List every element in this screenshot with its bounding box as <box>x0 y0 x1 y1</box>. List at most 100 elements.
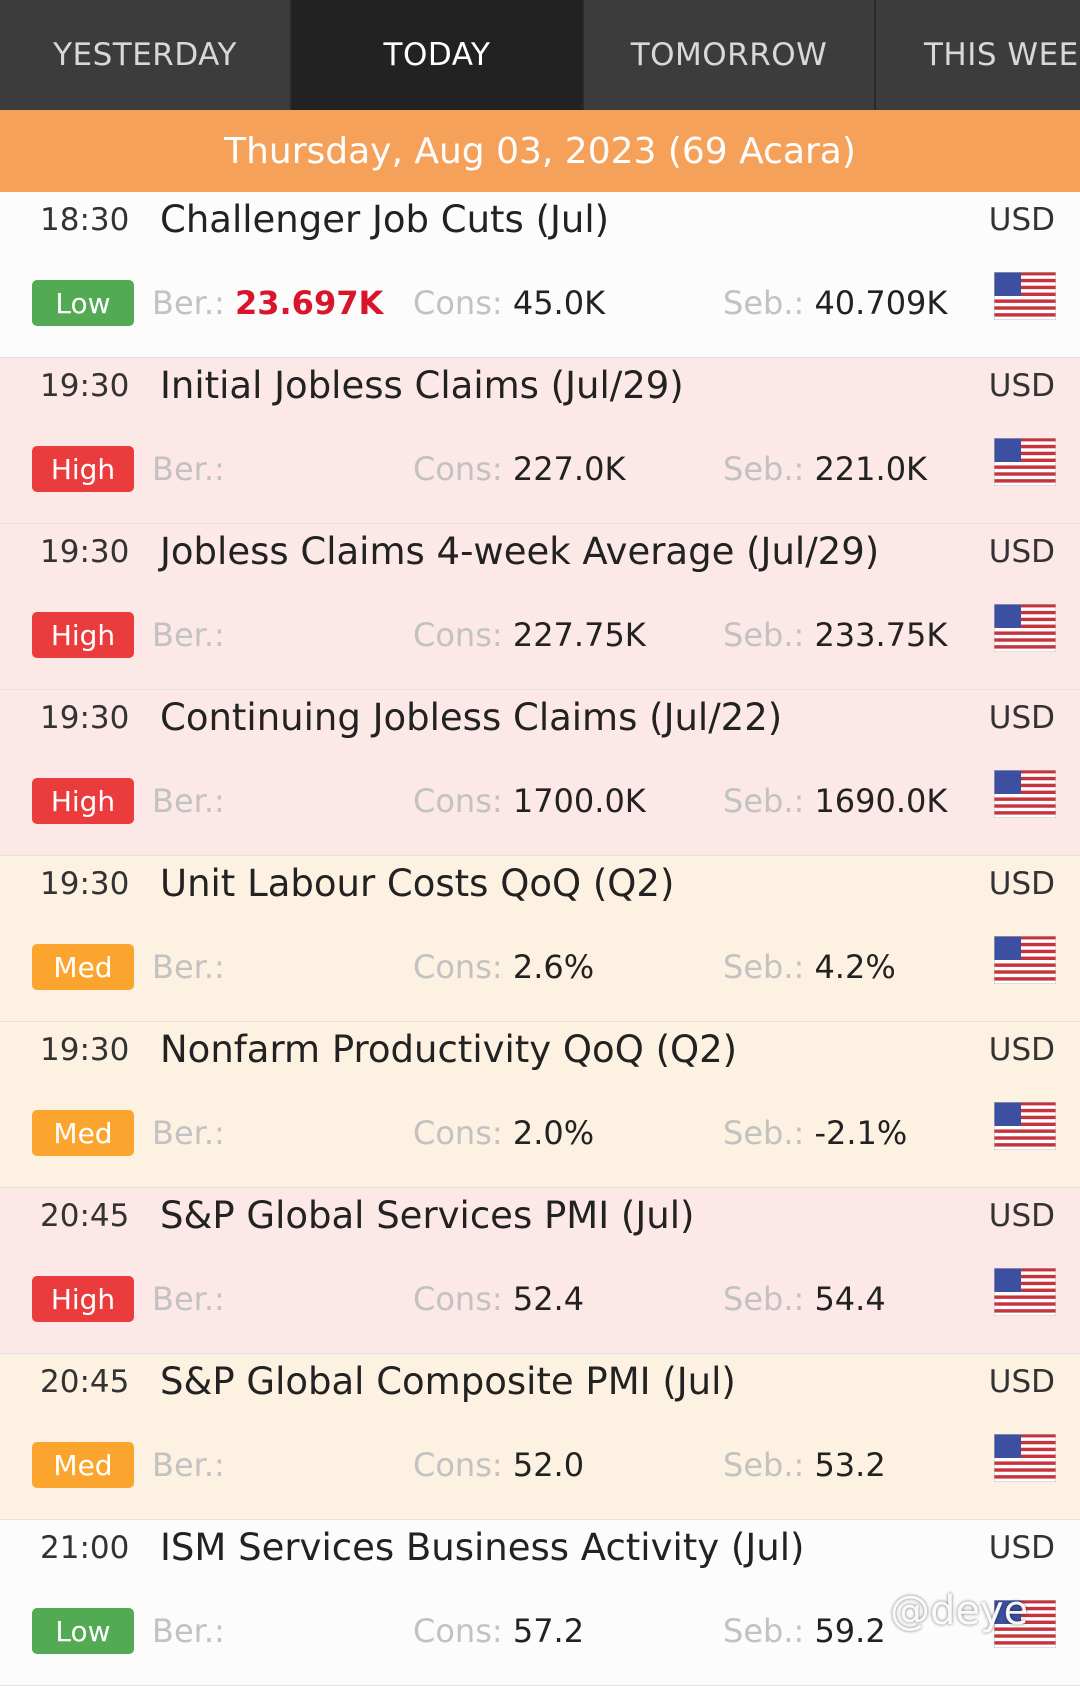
previous-label: Seb.: <box>723 782 805 820</box>
event-title: Continuing Jobless Claims (Jul/22) <box>160 696 783 739</box>
impact-badge: High <box>32 612 134 658</box>
impact-badge: High <box>32 778 134 824</box>
consensus-label: Cons: <box>413 1114 503 1152</box>
consensus-label: Cons: <box>413 284 503 322</box>
previous-field: Seb.: 233.75K <box>723 616 947 654</box>
consensus-label: Cons: <box>413 782 503 820</box>
consensus-field: Cons: 227.75K <box>413 616 646 654</box>
event-currency: USD <box>988 1032 1055 1068</box>
actual-field: Ber.: <box>152 782 225 820</box>
consensus-label: Cons: <box>413 948 503 986</box>
previous-field: Seb.: 53.2 <box>723 1446 886 1484</box>
event-time: 18:30 <box>40 202 130 238</box>
us-flag-icon <box>993 437 1057 487</box>
event-time: 21:00 <box>40 1530 130 1566</box>
previous-value: 40.709K <box>814 284 948 322</box>
actual-field: Ber.: 23.697K <box>152 284 383 322</box>
actual-label: Ber.: <box>152 1114 225 1152</box>
event-title: S&P Global Composite PMI (Jul) <box>160 1360 736 1403</box>
impact-badge: Med <box>32 944 134 990</box>
event-time: 19:30 <box>40 700 130 736</box>
consensus-field: Cons: 2.6% <box>413 948 594 986</box>
tab-today[interactable]: TODAY <box>292 0 584 110</box>
event-row[interactable]: 18:30 Challenger Job Cuts (Jul) USD Low Ber.… <box>0 192 1080 358</box>
actual-field: Ber.: <box>152 450 225 488</box>
event-currency: USD <box>988 368 1055 404</box>
date-banner: Thursday, Aug 03, 2023 (69 Acara) <box>0 110 1080 192</box>
event-row[interactable]: 19:30 Initial Jobless Claims (Jul/29) USD H… <box>0 358 1080 524</box>
consensus-field: Cons: 52.4 <box>413 1280 584 1318</box>
consensus-label: Cons: <box>413 450 503 488</box>
previous-label: Seb.: <box>723 948 805 986</box>
previous-value: 221.0K <box>814 450 928 488</box>
event-time: 19:30 <box>40 1032 130 1068</box>
previous-value: 54.4 <box>814 1280 886 1318</box>
actual-label: Ber.: <box>152 450 225 488</box>
event-time: 19:30 <box>40 866 130 902</box>
previous-field: Seb.: 40.709K <box>723 284 947 322</box>
event-title: Challenger Job Cuts (Jul) <box>160 198 610 241</box>
event-title: Nonfarm Productivity QoQ (Q2) <box>160 1028 738 1071</box>
consensus-label: Cons: <box>413 1446 503 1484</box>
impact-badge: Med <box>32 1110 134 1156</box>
tab-yesterday[interactable]: YESTERDAY <box>0 0 292 110</box>
us-flag-icon <box>993 271 1057 321</box>
previous-field: Seb.: -2.1% <box>723 1114 907 1152</box>
actual-label: Ber.: <box>152 1280 225 1318</box>
us-flag-icon <box>993 935 1057 985</box>
consensus-value: 45.0K <box>512 284 606 322</box>
previous-value: -2.1% <box>814 1114 908 1152</box>
consensus-label: Cons: <box>413 1280 503 1318</box>
event-currency: USD <box>988 866 1055 902</box>
actual-label: Ber.: <box>152 284 225 322</box>
event-currency: USD <box>988 202 1055 238</box>
tab-this-week[interactable]: THIS WEE <box>876 0 1080 110</box>
consensus-value: 2.0% <box>512 1114 595 1152</box>
consensus-field: Cons: 57.2 <box>413 1612 584 1650</box>
event-time: 19:30 <box>40 534 130 570</box>
event-row[interactable]: 19:30 Nonfarm Productivity QoQ (Q2) USD Med… <box>0 1022 1080 1188</box>
previous-field: Seb.: 4.2% <box>723 948 896 986</box>
actual-field: Ber.: <box>152 948 225 986</box>
actual-field: Ber.: <box>152 1612 225 1650</box>
event-row[interactable]: 19:30 Continuing Jobless Claims (Jul/22) U… <box>0 690 1080 856</box>
actual-label: Ber.: <box>152 1612 225 1650</box>
previous-label: Seb.: <box>723 1280 805 1318</box>
previous-value: 1690.0K <box>814 782 948 820</box>
consensus-field: Cons: 45.0K <box>413 284 605 322</box>
actual-label: Ber.: <box>152 782 225 820</box>
consensus-value: 52.0 <box>512 1446 585 1484</box>
event-title: S&P Global Services PMI (Jul) <box>160 1194 695 1237</box>
previous-value: 233.75K <box>814 616 948 654</box>
event-row[interactable]: 21:00 ISM Services Business Activity (Jul… <box>0 1520 1080 1686</box>
event-time: 19:30 <box>40 368 130 404</box>
event-row[interactable]: 19:30 Unit Labour Costs QoQ (Q2) USD Med Ber… <box>0 856 1080 1022</box>
tab-tomorrow[interactable]: TOMORROW <box>584 0 876 110</box>
event-list: 18:30 Challenger Job Cuts (Jul) USD Low Ber.… <box>0 192 1080 1686</box>
actual-field: Ber.: <box>152 1446 225 1484</box>
event-currency: USD <box>988 700 1055 736</box>
us-flag-icon <box>993 769 1057 819</box>
consensus-value: 52.4 <box>512 1280 585 1318</box>
previous-field: Seb.: 59.2 <box>723 1612 886 1650</box>
consensus-field: Cons: 2.0% <box>413 1114 594 1152</box>
event-time: 20:45 <box>40 1198 130 1234</box>
event-row[interactable]: 20:45 S&P Global Services PMI (Jul) USD Hig… <box>0 1188 1080 1354</box>
impact-badge: Med <box>32 1442 134 1488</box>
previous-value: 59.2 <box>814 1612 886 1650</box>
actual-value: 23.697K <box>234 284 384 322</box>
consensus-label: Cons: <box>413 1612 503 1650</box>
event-currency: USD <box>988 534 1055 570</box>
previous-label: Seb.: <box>723 1446 805 1484</box>
previous-label: Seb.: <box>723 1114 805 1152</box>
previous-field: Seb.: 1690.0K <box>723 782 947 820</box>
event-currency: USD <box>988 1364 1055 1400</box>
consensus-value: 227.75K <box>512 616 646 654</box>
consensus-value: 227.0K <box>512 450 626 488</box>
actual-field: Ber.: <box>152 616 225 654</box>
impact-badge: Low <box>32 1608 134 1654</box>
event-row[interactable]: 20:45 S&P Global Composite PMI (Jul) USD Me… <box>0 1354 1080 1520</box>
event-row[interactable]: 19:30 Jobless Claims 4-week Average (Jul/… <box>0 524 1080 690</box>
consensus-value: 1700.0K <box>512 782 646 820</box>
actual-label: Ber.: <box>152 616 225 654</box>
